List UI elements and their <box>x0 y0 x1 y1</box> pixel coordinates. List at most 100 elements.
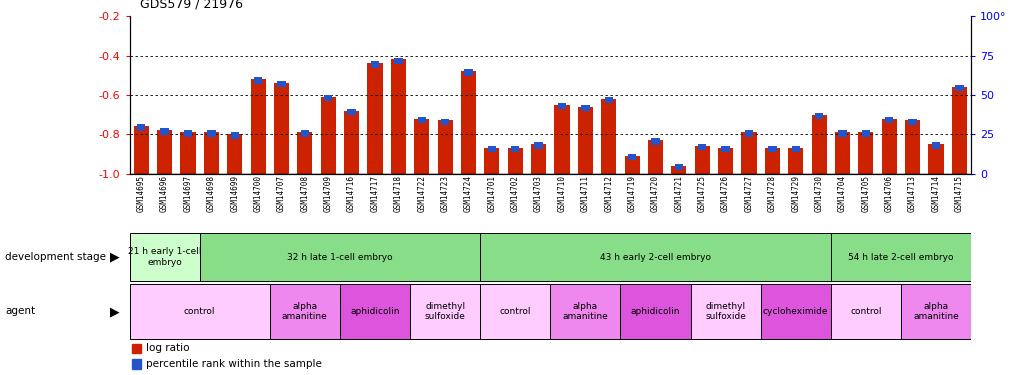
Bar <box>324 95 332 101</box>
Text: GSM14717: GSM14717 <box>370 176 379 212</box>
Bar <box>320 97 335 174</box>
Bar <box>507 148 523 174</box>
Bar <box>129 233 200 281</box>
Bar <box>674 164 683 170</box>
Bar <box>904 120 919 174</box>
Bar <box>811 115 825 174</box>
Bar <box>137 124 146 131</box>
Text: alpha
amanitine: alpha amanitine <box>281 302 327 321</box>
Bar <box>480 233 830 281</box>
Bar <box>697 144 706 150</box>
Bar <box>160 128 168 135</box>
Text: dimethyl
sulfoxide: dimethyl sulfoxide <box>424 302 465 321</box>
Text: GSM14726: GSM14726 <box>720 176 730 212</box>
Text: GSM14702: GSM14702 <box>511 176 520 212</box>
Text: aphidicolin: aphidicolin <box>630 307 680 316</box>
Text: 43 h early 2-cell embryo: 43 h early 2-cell embryo <box>599 253 710 262</box>
Bar <box>410 284 480 339</box>
Bar <box>550 284 620 339</box>
Bar <box>857 132 872 174</box>
Bar <box>931 142 940 148</box>
Bar <box>131 359 141 369</box>
Bar <box>417 117 426 123</box>
Text: GSM14716: GSM14716 <box>346 176 356 212</box>
Bar <box>269 284 339 339</box>
Bar <box>690 284 760 339</box>
Bar <box>767 146 775 153</box>
Bar <box>277 81 285 87</box>
Text: GSM14722: GSM14722 <box>417 176 426 212</box>
Text: GSM14723: GSM14723 <box>440 176 449 212</box>
Bar <box>157 130 172 174</box>
Bar <box>129 284 269 339</box>
Text: GSM14730: GSM14730 <box>814 176 822 212</box>
Bar <box>254 77 262 84</box>
Bar <box>554 105 569 174</box>
Text: log ratio: log ratio <box>146 344 189 354</box>
Bar <box>741 132 756 174</box>
Text: aphidicolin: aphidicolin <box>350 307 399 316</box>
Bar <box>131 344 141 353</box>
Bar <box>343 111 359 174</box>
Text: GSM14710: GSM14710 <box>557 176 566 212</box>
Bar <box>647 140 662 174</box>
Text: control: control <box>183 307 215 316</box>
Bar <box>884 117 893 123</box>
Bar <box>720 146 729 153</box>
Bar <box>954 85 963 92</box>
Bar <box>581 105 589 111</box>
Bar <box>230 132 238 139</box>
Text: GSM14707: GSM14707 <box>277 176 285 212</box>
Bar <box>301 130 309 137</box>
Text: percentile rank within the sample: percentile rank within the sample <box>146 359 321 369</box>
Text: GSM14721: GSM14721 <box>674 176 683 212</box>
Text: GSM14718: GSM14718 <box>393 176 403 212</box>
Text: 54 h late 2-cell embryo: 54 h late 2-cell embryo <box>848 253 953 262</box>
Bar <box>464 69 472 76</box>
Bar <box>339 284 410 339</box>
Bar <box>207 130 215 137</box>
Text: GSM14697: GSM14697 <box>183 176 193 212</box>
Text: alpha
amanitine: alpha amanitine <box>561 302 607 321</box>
Bar <box>628 154 636 160</box>
Bar <box>880 118 896 174</box>
Bar <box>227 134 243 174</box>
Bar <box>951 87 966 174</box>
Bar <box>760 284 829 339</box>
Bar <box>367 63 382 174</box>
Bar <box>484 148 499 174</box>
Bar <box>717 148 733 174</box>
Bar <box>788 148 803 174</box>
Bar <box>511 146 519 153</box>
Text: dimethyl
sulfoxide: dimethyl sulfoxide <box>704 302 745 321</box>
Bar <box>671 166 686 174</box>
Text: 32 h late 1-cell embryo: 32 h late 1-cell embryo <box>286 253 392 262</box>
Bar <box>347 109 356 115</box>
Bar <box>251 79 265 174</box>
Bar <box>557 103 566 109</box>
Bar <box>835 132 849 174</box>
Text: ▶: ▶ <box>110 305 119 318</box>
Text: cycloheximide: cycloheximide <box>762 307 827 316</box>
Text: GSM14704: GSM14704 <box>838 176 846 212</box>
Text: GSM14708: GSM14708 <box>300 176 309 212</box>
Text: GSM14728: GSM14728 <box>767 176 776 212</box>
Bar <box>814 112 822 119</box>
Bar <box>861 130 869 137</box>
Bar <box>437 120 452 174</box>
Text: GSM14706: GSM14706 <box>883 176 893 212</box>
Text: GSM14699: GSM14699 <box>230 176 239 212</box>
Bar <box>694 146 709 174</box>
Bar <box>600 99 615 174</box>
Bar <box>604 97 612 103</box>
Text: GSM14715: GSM14715 <box>954 176 963 212</box>
Text: control: control <box>499 307 531 316</box>
Text: GSM14727: GSM14727 <box>744 176 753 212</box>
Text: GSM14698: GSM14698 <box>207 176 216 212</box>
Bar <box>791 146 799 153</box>
Bar <box>744 130 752 137</box>
Text: GSM14720: GSM14720 <box>650 176 659 212</box>
Text: GSM14725: GSM14725 <box>697 176 706 212</box>
Text: agent: agent <box>5 306 36 316</box>
Bar <box>274 83 288 174</box>
